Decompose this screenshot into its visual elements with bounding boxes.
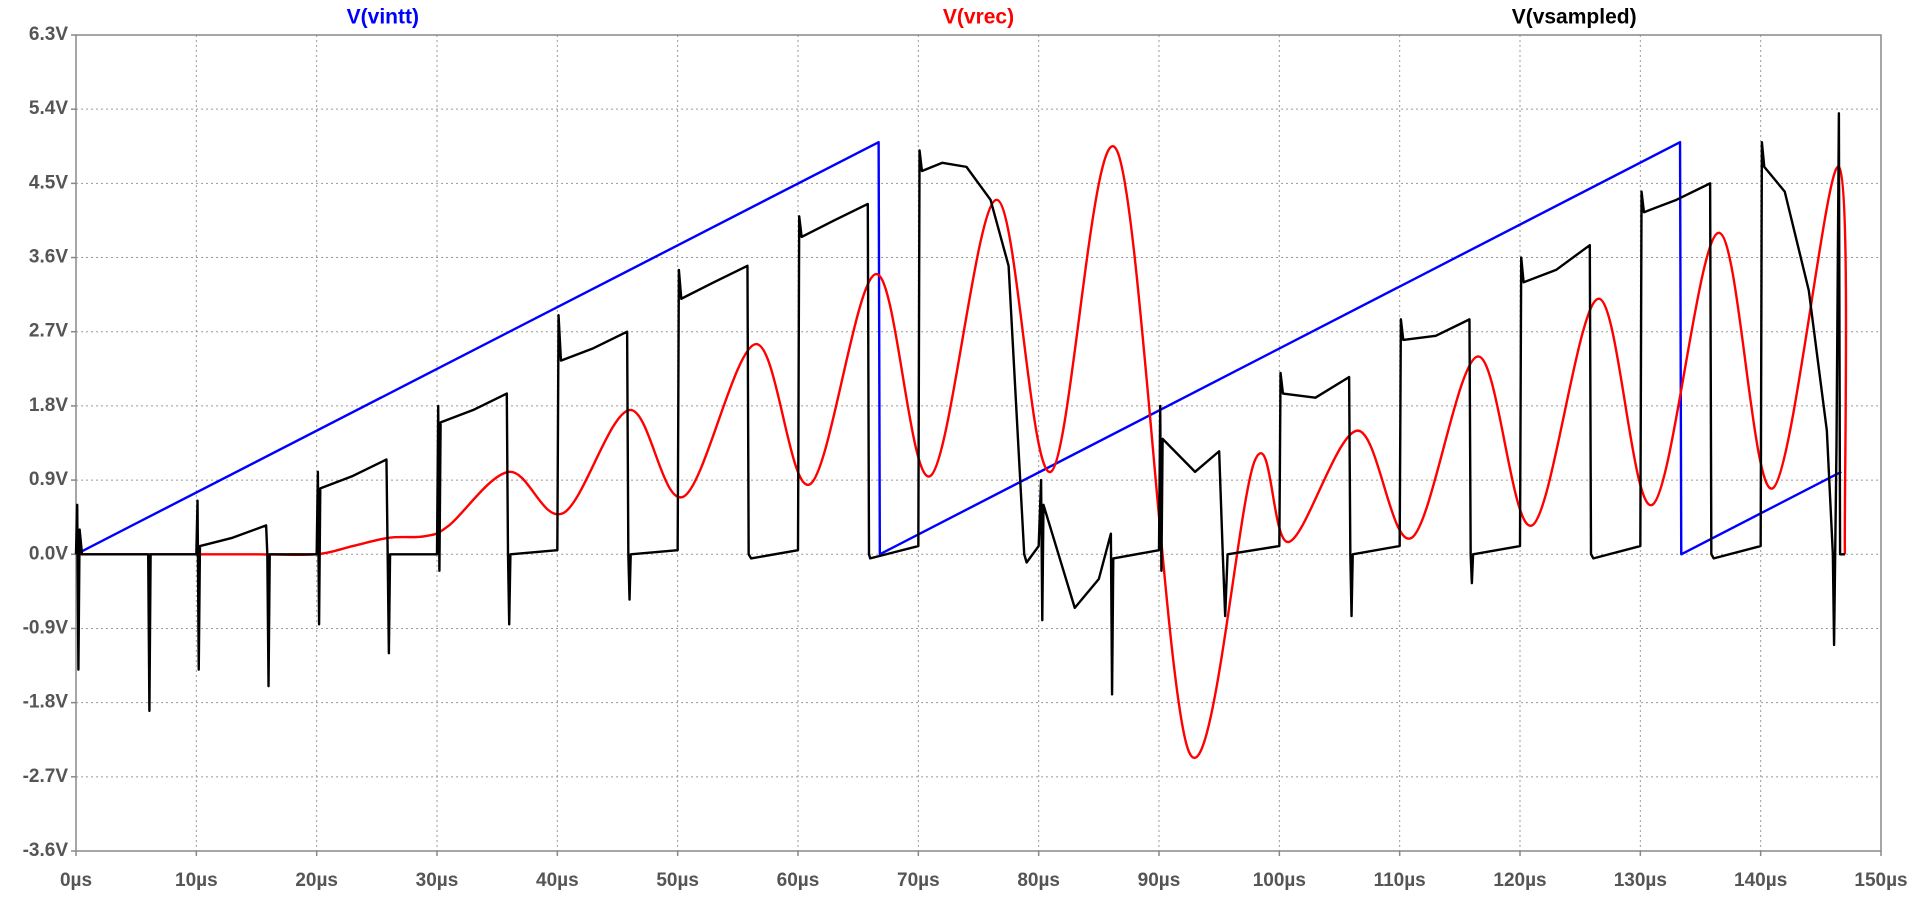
y-tick-label: 5.4V: [29, 98, 68, 119]
series-line: [75, 145, 1848, 759]
x-tick-label: 150µs: [1854, 870, 1907, 891]
x-tick-label: 40µs: [536, 870, 579, 891]
y-tick-label: 0.9V: [29, 469, 68, 490]
y-tick-label: 3.6V: [29, 247, 68, 268]
x-tick-label: 50µs: [656, 870, 699, 891]
y-tick-label: 2.7V: [29, 321, 68, 342]
x-tick-label: 100µs: [1253, 870, 1306, 891]
x-tick-label: 90µs: [1138, 870, 1181, 891]
x-tick-label: 30µs: [416, 870, 459, 891]
plot-frame: [75, 34, 1882, 852]
x-tick-label: 70µs: [897, 870, 940, 891]
x-tick-label: 20µs: [295, 870, 338, 891]
y-tick-label: 4.5V: [29, 172, 68, 193]
series-line: [75, 140, 1842, 556]
y-tick-label: 0.0V: [29, 543, 68, 564]
x-tick-label: 140µs: [1734, 870, 1787, 891]
series-line: [74, 112, 1845, 713]
legend-entry: V(vintt): [347, 6, 419, 29]
x-tick-label: 80µs: [1017, 870, 1060, 891]
y-tick-label: -0.9V: [23, 617, 69, 638]
x-tick-label: 130µs: [1614, 870, 1667, 891]
y-tick-label: -2.7V: [23, 766, 69, 787]
x-tick-label: 0µs: [60, 870, 92, 891]
x-tick-label: 10µs: [175, 870, 218, 891]
y-tick-label: 1.8V: [29, 395, 68, 416]
x-tick-label: 110µs: [1374, 870, 1426, 891]
legend-entry: V(vsampled): [1512, 6, 1637, 29]
x-tick-label: 120µs: [1493, 870, 1546, 891]
x-tick-label: 60µs: [777, 870, 820, 891]
y-tick-label: -1.8V: [23, 692, 69, 713]
legend-entry: V(vrec): [943, 6, 1014, 29]
y-tick-label: -3.6V: [23, 840, 69, 861]
y-tick-label: 6.3V: [29, 24, 68, 45]
